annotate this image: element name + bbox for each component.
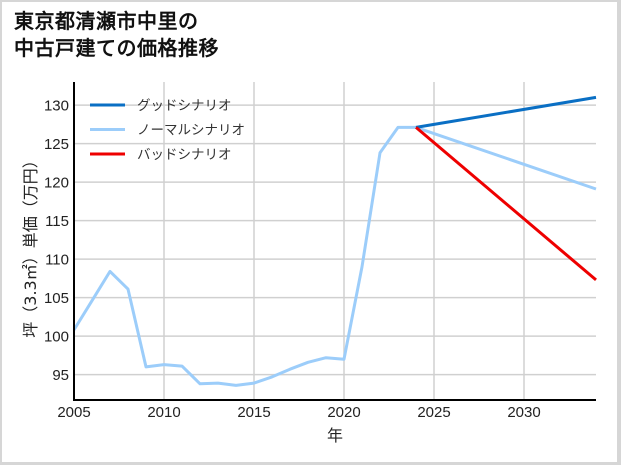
- chart-title-line-2: 中古戸建ての価格推移: [14, 36, 219, 60]
- y-tick-label: 125: [44, 136, 69, 153]
- axes: [73, 82, 596, 401]
- y-tick-label: 130: [44, 98, 69, 115]
- series-line-normal: [72, 125, 597, 387]
- data-series: [72, 95, 597, 387]
- x-tick-label: 2015: [237, 404, 270, 421]
- y-tick-label: 95: [52, 367, 69, 384]
- series-line-good: [415, 95, 597, 129]
- x-tick-label: 2020: [327, 404, 360, 421]
- x-axis-label: 年: [327, 426, 343, 445]
- y-tick-label: 100: [44, 329, 69, 346]
- legend-label-bad: バッドシナリオ: [137, 147, 232, 163]
- legend-label-good: グッドシナリオ: [137, 98, 232, 114]
- y-tick-label: 110: [45, 252, 69, 269]
- legend-label-normal: ノーマルシナリオ: [137, 123, 245, 139]
- x-tick-label: 2010: [147, 404, 180, 421]
- x-tick-label: 2025: [417, 404, 450, 421]
- x-tick-label: 2005: [57, 404, 90, 421]
- y-tick-label: 105: [44, 290, 69, 307]
- x-tick-label: 2030: [507, 404, 540, 421]
- y-tick-label: 120: [44, 175, 69, 192]
- chart-title: 東京都清瀬市中里の 中古戸建ての価格推移: [14, 8, 219, 62]
- chart-title-line-1: 東京都清瀬市中里の: [14, 9, 199, 33]
- y-axis-label: 坪（3.3㎡）単価（万円）: [21, 152, 40, 337]
- y-tick-label: 115: [45, 213, 69, 230]
- series-line-bad: [415, 126, 597, 282]
- tick-labels: 2005 2010 2015 2020 2025 2030 95 100 105 110 115 12…: [44, 98, 541, 421]
